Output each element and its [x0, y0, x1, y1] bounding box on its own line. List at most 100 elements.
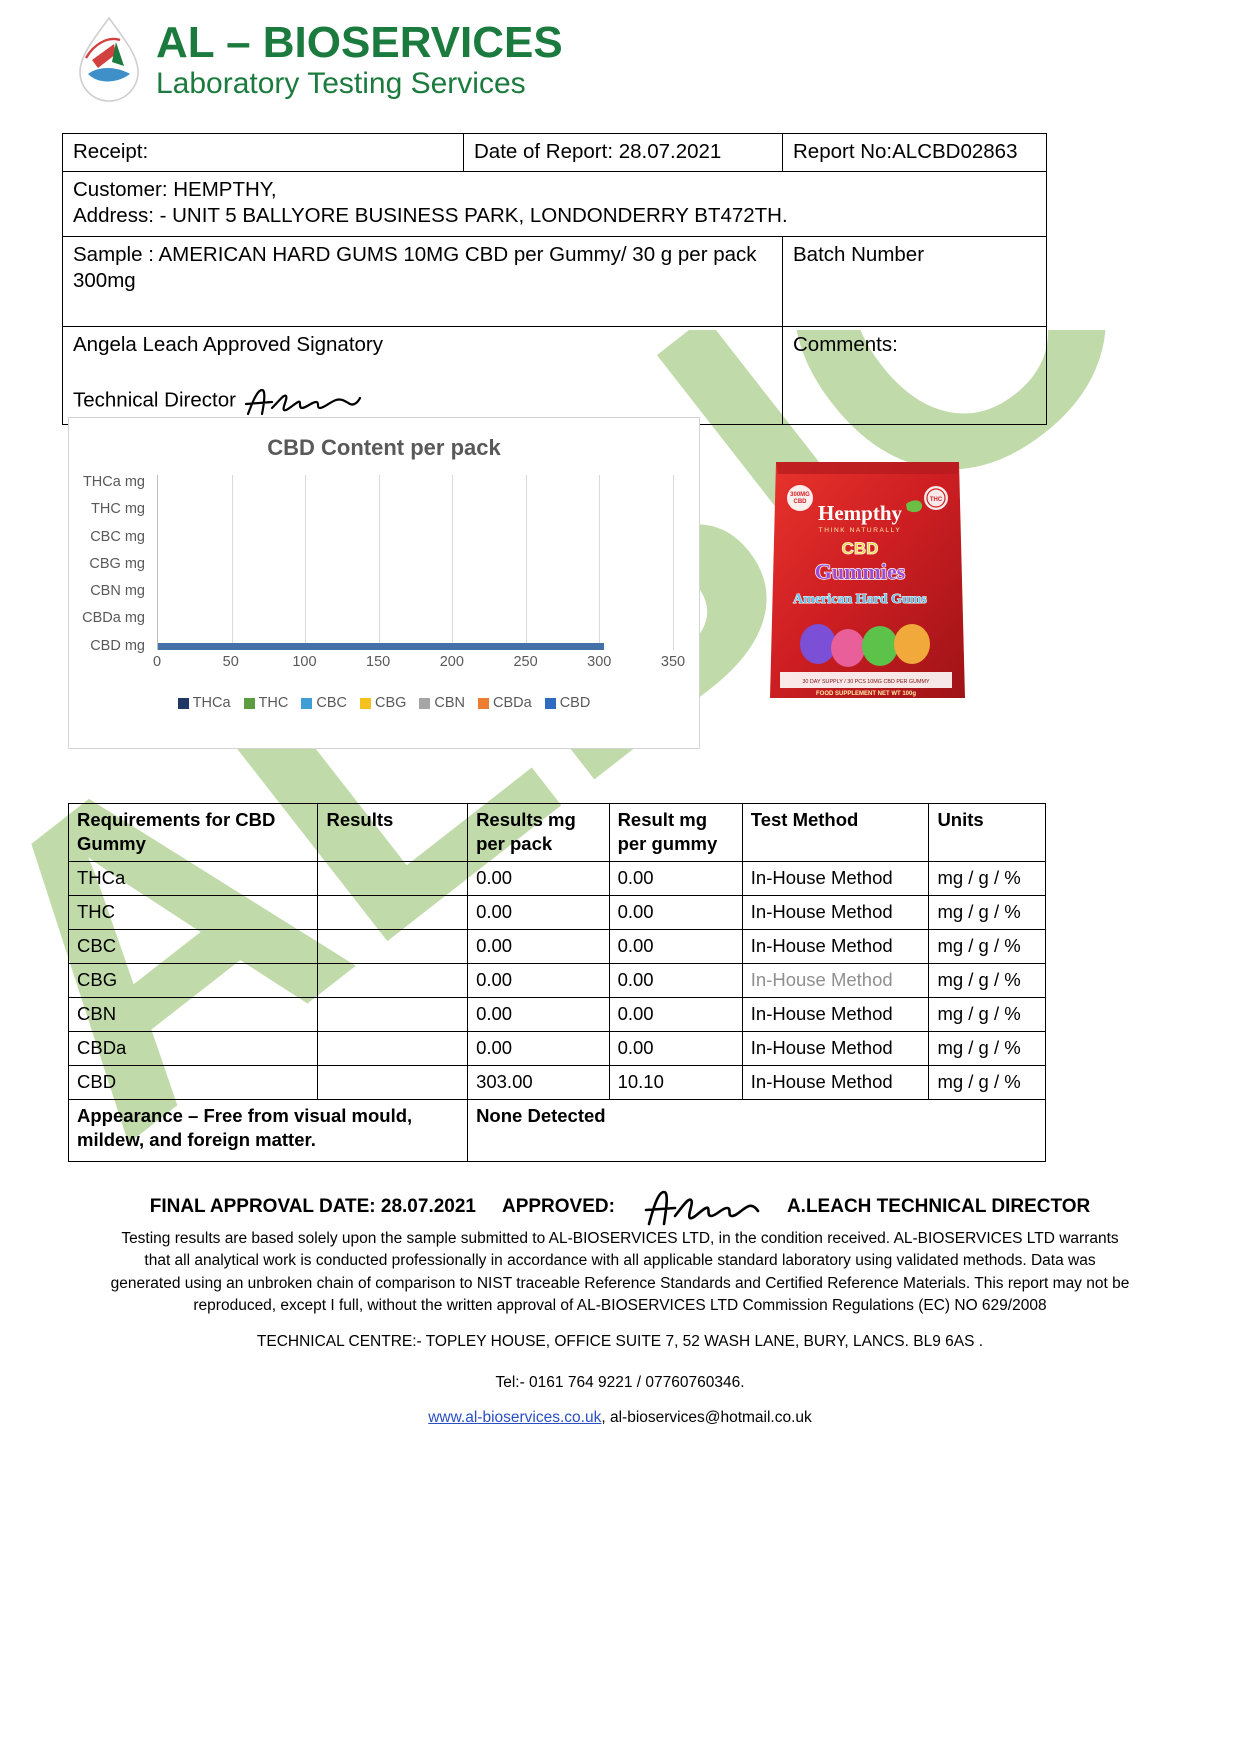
units: mg / g / %: [928, 1065, 1046, 1101]
svg-text:30 DAY SUPPLY / 30 PCS 10MG C: 30 DAY SUPPLY / 30 PCS 10MG CBD PER GUMM…: [802, 679, 930, 685]
legend-label: THC: [258, 695, 289, 711]
chart-gridline: [378, 475, 380, 650]
test-method: In-House Method: [741, 861, 930, 897]
test-method: In-House Method: [741, 1065, 930, 1101]
legend-label: CBN: [434, 695, 466, 711]
result-mg-per-gummy: 0.00: [608, 1031, 743, 1067]
col-per-pack: Results mg per pack: [467, 802, 610, 863]
chart-gridline: [452, 475, 454, 650]
legend-item-cbn: CBN: [419, 695, 465, 711]
analyte-name: CBDa: [67, 1031, 319, 1067]
chart-gridline: [305, 475, 307, 650]
company-name: AL – BIOSERVICES: [156, 18, 563, 67]
technical-centre-address: TECHNICAL CENTRE:- TOPLEY HOUSE, OFFICE …: [256, 1333, 984, 1350]
results-value: [317, 1065, 469, 1101]
test-method: In-House Method: [741, 895, 930, 931]
table-row: CBG 0.00 0.00 In-House Method mg / g / %: [67, 963, 1046, 999]
table-row: THC 0.00 0.00 In-House Method mg / g / %: [67, 895, 1046, 931]
units: mg / g / %: [928, 929, 1046, 965]
legend-item-thc: THC: [243, 695, 289, 711]
report-no-cell: Report No:ALCBD02863: [782, 132, 1047, 173]
legend-swatch: [359, 697, 371, 709]
analyte-name: THCa: [67, 861, 319, 897]
comments-cell: Comments:: [782, 325, 1047, 425]
results-mg-per-pack: 0.00: [467, 861, 610, 897]
legend-swatch: [177, 697, 189, 709]
y-axis-tick-label: CBN mg: [90, 583, 145, 599]
test-method: In-House Method: [741, 963, 930, 999]
col-requirements: Requirements for CBD Gummy: [67, 802, 319, 863]
x-axis-tick-label: 100: [292, 654, 317, 670]
analyte-name: THC: [67, 895, 319, 931]
appearance-value: None Detected: [467, 1099, 1046, 1163]
chart-legend: THCa THC CBC CBG CBN CBDa CBD: [69, 695, 699, 711]
approved-label: APPROVED:: [501, 1196, 615, 1217]
svg-text:FOOD SUPPLEMENT NET WT 100g: FOOD SUPPLEMENT NET WT 100g: [816, 691, 916, 697]
results-value: [317, 963, 469, 999]
result-mg-per-gummy: 10.10: [608, 1065, 743, 1101]
legend-swatch: [419, 697, 431, 709]
company-logo: AL – BIOSERVICES Laboratory Testing Serv…: [72, 14, 563, 106]
units: mg / g / %: [928, 963, 1046, 999]
x-axis-tick-label: 50: [222, 654, 239, 670]
approval-line: FINAL APPROVAL DATE: 28.07.2021 APPROVED…: [0, 1186, 1240, 1228]
results-value: [317, 929, 469, 965]
y-axis-tick-label: THC mg: [91, 501, 145, 518]
comments-label: Comments:: [793, 332, 898, 356]
signatory-name: Angela Leach Approved Signatory: [73, 332, 384, 356]
svg-text:THC: THC: [930, 497, 943, 503]
signatory-cell: Angela Leach Approved Signatory Technica…: [62, 325, 783, 425]
legend-item-cbg: CBG: [359, 695, 406, 711]
table-row: CBD 303.00 10.10 In-House Method mg / g / %: [67, 1065, 1046, 1101]
units: mg / g / %: [928, 895, 1046, 931]
results-table-body: THCa 0.00 0.00 In-House Method mg / g / % THC…: [67, 861, 1046, 1101]
cbd-content-chart: CBD Content per pack THCa mg THC mg CBC mg…: [68, 417, 700, 749]
y-axis-tick-label: CBDa mg: [82, 610, 145, 627]
y-axis-tick-label: THCa mg: [82, 474, 145, 490]
email-text: , al-bioservices@hotmail.co.uk: [601, 1409, 812, 1426]
chart-gridline: [673, 475, 674, 650]
legend-label: CBC: [316, 695, 347, 711]
results-mg-per-pack: 0.00: [467, 929, 610, 965]
units: mg / g / %: [928, 997, 1046, 1033]
chart-gridline: [231, 475, 233, 650]
col-per-gummy: Result mg per gummy: [608, 802, 743, 863]
results-mg-per-pack: 0.00: [467, 997, 610, 1033]
y-axis-tick-label: CBG mg: [89, 555, 145, 572]
sample-cell: Sample : AMERICAN HARD GUMS 10MG CBD per…: [62, 235, 783, 327]
table-row: Receipt: Date of Report: 28.07.2021 Repo…: [62, 132, 1047, 173]
results-value: [317, 1031, 469, 1067]
x-axis-tick-label: 200: [439, 654, 464, 670]
analyte-name: CBC: [67, 929, 319, 965]
telephone-line: Tel:- 0161 764 9221 / 07760760346.: [495, 1374, 745, 1391]
batch-number-label: Batch Number: [793, 242, 925, 266]
table-row: THCa 0.00 0.00 In-House Method mg / g / %: [67, 861, 1046, 897]
table-header-row: Requirements for CBD Gummy Results Resul…: [67, 802, 1046, 863]
chart-y-axis-labels: THCa mg THC mg CBC mg CBG mg CBN mg CBDa mg CB…: [69, 475, 151, 653]
legend-label: CBDa: [493, 695, 532, 711]
test-method: In-House Method: [741, 997, 930, 1033]
website-link[interactable]: www.al-bioservices.co.uk: [428, 1409, 602, 1426]
date-of-report-cell: Date of Report: 28.07.2021: [463, 132, 783, 173]
svg-text:300MG: 300MG: [790, 492, 810, 498]
legend-swatch: [478, 697, 490, 709]
result-mg-per-gummy: 0.00: [608, 895, 743, 931]
table-row: Customer: HEMPTHY, Address: - UNIT 5 BAL…: [62, 171, 1047, 237]
technical-director-name: A.LEACH TECHNICAL DIRECTOR: [786, 1196, 1091, 1217]
result-mg-per-gummy: 0.00: [608, 997, 743, 1033]
bar-fill: [158, 643, 604, 650]
results-mg-per-pack: 0.00: [467, 895, 610, 931]
svg-text:CBD: CBD: [794, 499, 808, 505]
x-axis-tick-label: 350: [660, 654, 686, 670]
analyte-name: CBG: [67, 963, 319, 999]
legend-swatch: [243, 697, 255, 709]
legend-label: THCa: [192, 695, 231, 711]
table-row: CBN 0.00 0.00 In-House Method mg / g / %: [67, 997, 1046, 1033]
result-mg-per-gummy: 0.00: [608, 861, 743, 897]
units: mg / g / %: [928, 861, 1046, 897]
chart-x-axis-labels: 0 50 100 150 200 250 300 350: [153, 654, 685, 674]
company-tagline: Laboratory Testing Services: [156, 67, 526, 100]
final-approval-date: FINAL APPROVAL DATE: 28.07.2021: [149, 1196, 476, 1217]
report-info-table: Receipt: Date of Report: 28.07.2021 Repo…: [62, 132, 1047, 425]
